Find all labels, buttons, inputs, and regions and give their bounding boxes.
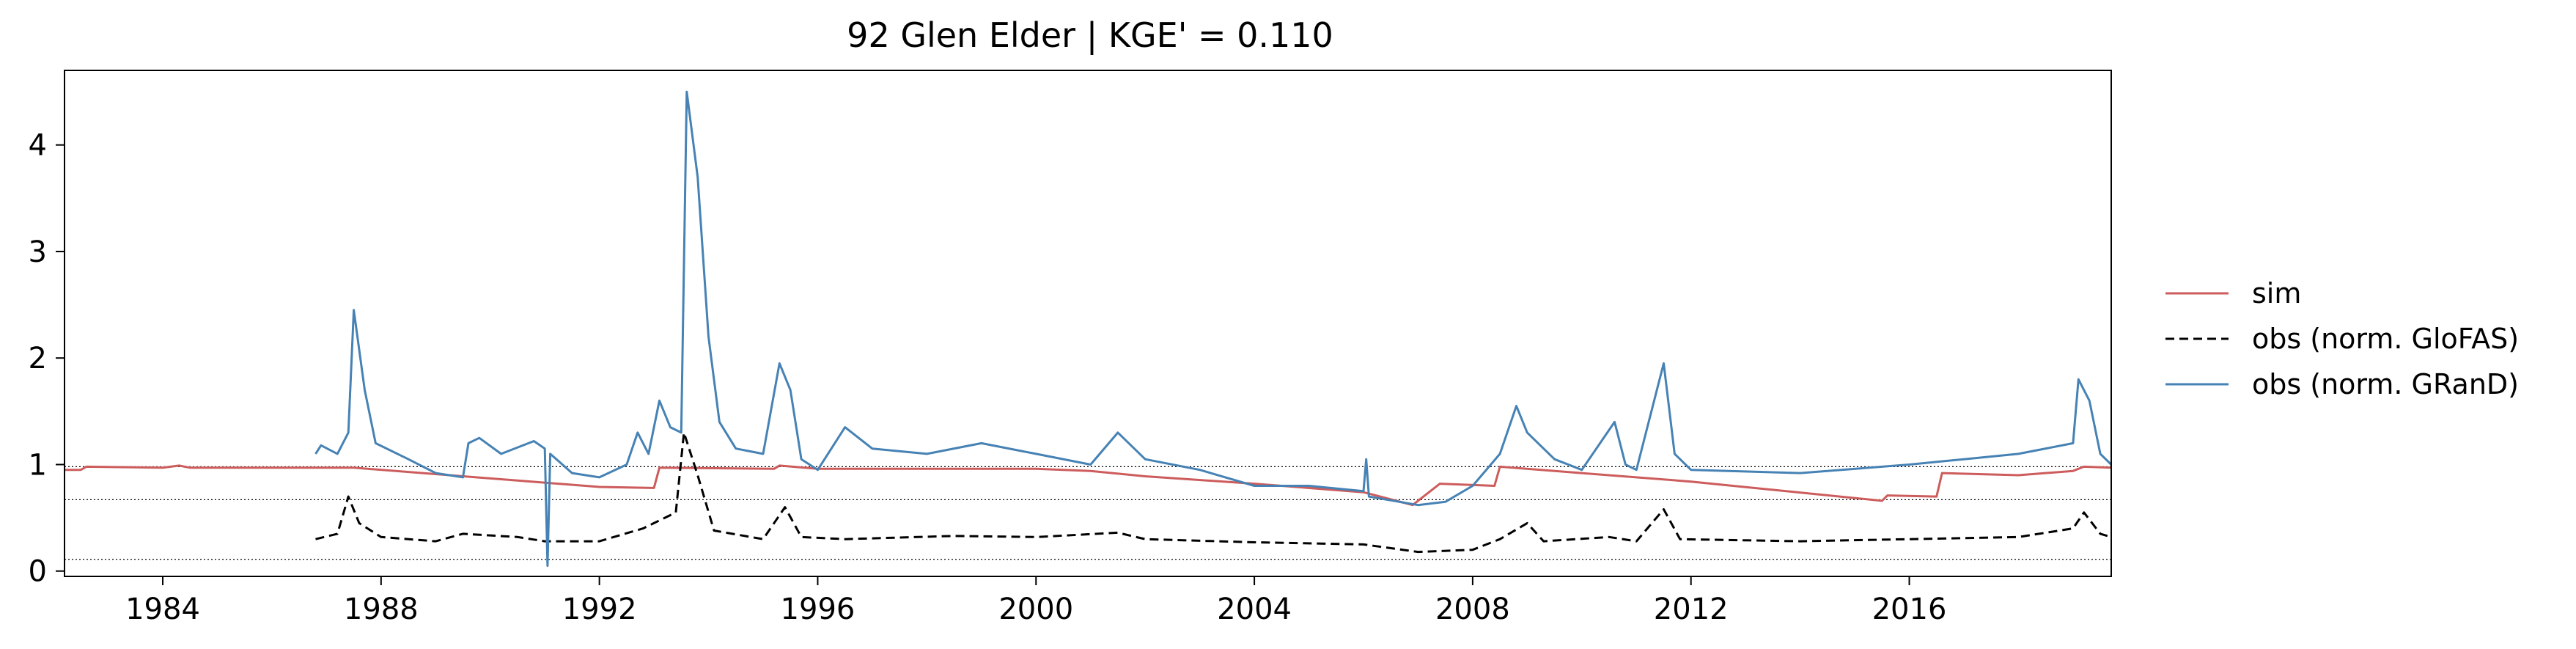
x-tick-label-1984: 1984 xyxy=(125,593,200,626)
reference-lines xyxy=(65,466,2111,560)
y-axis: 0 1 2 3 4 xyxy=(29,129,65,589)
y-tick-label-4: 4 xyxy=(29,129,47,163)
x-tick-label-2004: 2004 xyxy=(1217,593,1292,626)
series-line-obs-grand xyxy=(314,90,2113,567)
series-line-sim xyxy=(65,464,2112,507)
x-tick-label-1996: 1996 xyxy=(781,593,855,626)
x-tick-label-2012: 2012 xyxy=(1654,593,1729,626)
y-tick-label-3: 3 xyxy=(29,235,47,269)
x-tick-label-1988: 1988 xyxy=(344,593,419,626)
y-tick-label-1: 1 xyxy=(29,448,47,482)
y-tick-label-0: 0 xyxy=(29,555,47,589)
x-tick-label-2016: 2016 xyxy=(1872,593,1947,626)
x-tick-label-2000: 2000 xyxy=(998,593,1073,626)
x-tick-label-2008: 2008 xyxy=(1435,593,1510,626)
legend-label-obs-grand: obs (norm. GRanD) xyxy=(2252,368,2519,400)
legend-label-obs-glofas: obs (norm. GloFAS) xyxy=(2252,323,2519,355)
x-tick-label-1992: 1992 xyxy=(562,593,637,626)
x-axis: 1984 1988 1992 1996 2000 2004 2008 2012 2016 xyxy=(125,576,1946,626)
legend-label-sim: sim xyxy=(2252,277,2301,309)
axes-frame xyxy=(64,70,2112,577)
legend: sim obs (norm. GloFAS) obs (norm. GRanD) xyxy=(2165,277,2519,400)
series-line-obs-glofas xyxy=(315,431,2112,554)
plot-series xyxy=(65,90,2113,567)
y-tick-label-2: 2 xyxy=(29,342,47,375)
chart-title: 92 Glen Elder | KGE' = 0.110 xyxy=(847,15,1333,56)
